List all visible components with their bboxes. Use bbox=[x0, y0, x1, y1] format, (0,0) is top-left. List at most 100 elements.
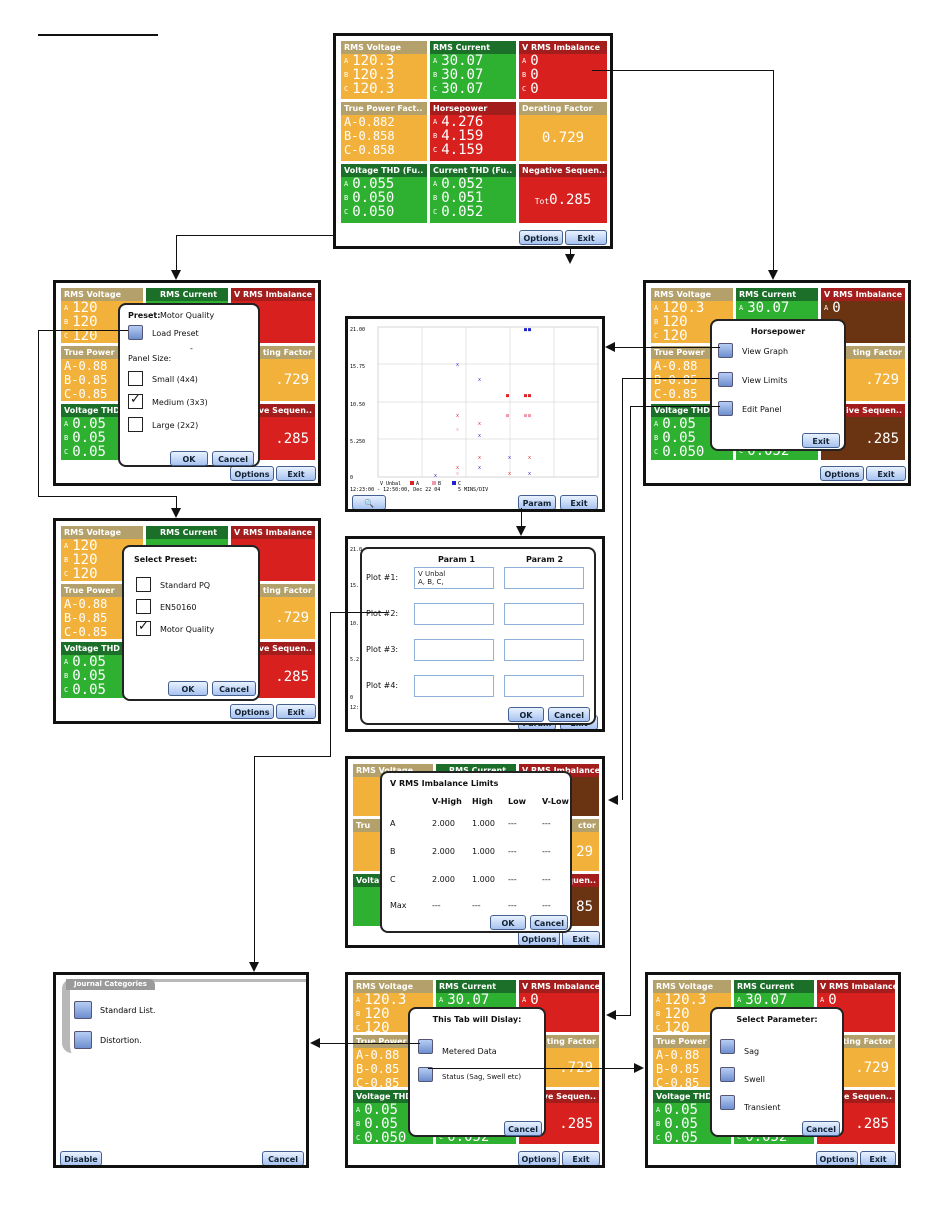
journal-tab-frame bbox=[62, 979, 306, 1053]
limit-value[interactable]: --- bbox=[542, 875, 551, 884]
standard-list-button[interactable] bbox=[74, 1001, 92, 1019]
cancel-button[interactable]: Cancel bbox=[802, 1121, 840, 1136]
metered-data-button[interactable] bbox=[418, 1039, 433, 1054]
svg-text:x: x bbox=[508, 471, 511, 477]
view-limits-button[interactable] bbox=[718, 372, 733, 387]
tile-rms-current[interactable]: RMS Current A 30.07 B 30.07 C 30.07 bbox=[429, 40, 517, 100]
size-small-checkbox[interactable] bbox=[128, 371, 143, 386]
swell-button[interactable] bbox=[720, 1067, 735, 1082]
tab-display-dialog: This Tab will Dislay: Metered Data Statu… bbox=[408, 1007, 546, 1137]
exit-button[interactable]: Exit bbox=[802, 433, 840, 448]
load-preset-button[interactable] bbox=[128, 325, 143, 340]
select-parameter-title: Select Parameter: bbox=[736, 1015, 818, 1024]
connector-line bbox=[254, 756, 331, 757]
limit-value[interactable]: --- bbox=[508, 875, 517, 884]
plot3-param1-field[interactable] bbox=[414, 639, 494, 661]
col-header: Low bbox=[508, 797, 526, 806]
limit-value[interactable]: --- bbox=[542, 847, 551, 856]
cancel-button[interactable]: Cancel bbox=[262, 1151, 304, 1165]
limit-value[interactable]: 2.000 bbox=[432, 847, 455, 856]
limit-value[interactable]: 2.000 bbox=[432, 819, 455, 828]
exit-button: Exit bbox=[562, 931, 600, 945]
limit-value[interactable]: 1.000 bbox=[472, 819, 495, 828]
tile-derating-factor[interactable]: Derating Factor 0.729 bbox=[518, 101, 608, 162]
row-label: Max bbox=[390, 901, 407, 910]
limit-value[interactable]: --- bbox=[508, 819, 517, 828]
limit-value[interactable]: 1.000 bbox=[472, 875, 495, 884]
en50160-checkbox[interactable] bbox=[136, 599, 151, 614]
exit-button[interactable]: Exit bbox=[565, 230, 607, 245]
cancel-button[interactable]: Cancel bbox=[548, 707, 590, 722]
limit-value[interactable]: --- bbox=[508, 901, 517, 910]
connector-line bbox=[176, 235, 177, 271]
exit-button[interactable]: Exit bbox=[560, 495, 598, 509]
status-button[interactable] bbox=[418, 1067, 433, 1082]
plot1-param2-field[interactable] bbox=[504, 567, 584, 589]
param-button[interactable]: Param bbox=[518, 495, 556, 509]
plot3-param2-field[interactable] bbox=[504, 639, 584, 661]
limit-value[interactable]: --- bbox=[542, 901, 551, 910]
legend-a: A bbox=[416, 481, 419, 487]
limit-value[interactable]: --- bbox=[472, 901, 481, 910]
plot4-label: Plot #4: bbox=[366, 681, 399, 690]
options-button: Options bbox=[820, 466, 864, 481]
tile-rms-voltage[interactable]: RMS Voltage A 120.3 B 120.3 C 120.3 bbox=[340, 40, 428, 100]
cancel-button[interactable]: Cancel bbox=[530, 915, 568, 930]
y-tick-label: 10.50 bbox=[350, 402, 365, 408]
plot2-param2-field[interactable] bbox=[504, 603, 584, 625]
tile-negative-sequence[interactable]: Negative Sequen.. Tot0.285 bbox=[518, 163, 608, 224]
tile-voltage-thd[interactable]: Voltage THD (Fu.. A 0.055 B 0.050 C 0.050 bbox=[340, 163, 428, 224]
limit-value[interactable]: 1.000 bbox=[472, 847, 495, 856]
zoom-button[interactable]: 🔍 bbox=[352, 495, 386, 509]
plot1-label: Plot #1: bbox=[366, 573, 399, 582]
cancel-button[interactable]: Cancel bbox=[212, 681, 256, 696]
plot1-param1-field[interactable]: V Unbal A, B, C, bbox=[414, 567, 494, 589]
ok-button[interactable]: OK bbox=[168, 681, 208, 696]
size-large-checkbox[interactable] bbox=[128, 417, 143, 432]
plot2-param1-field[interactable] bbox=[414, 603, 494, 625]
size-medium-label: Medium (3x3) bbox=[152, 398, 208, 407]
options-button[interactable]: Options bbox=[519, 230, 563, 245]
col-header: V-High bbox=[432, 797, 462, 806]
options-button: Options bbox=[816, 1151, 858, 1165]
ok-button[interactable]: OK bbox=[170, 451, 208, 466]
svg-text:x: x bbox=[478, 455, 481, 461]
ok-button[interactable]: OK bbox=[508, 707, 544, 722]
limits-dialog: V RMS Imbalance Limits V-High High Low V… bbox=[380, 771, 572, 933]
motor-quality-checkbox[interactable]: ✓ bbox=[136, 619, 151, 636]
ok-button[interactable]: OK bbox=[490, 915, 526, 930]
limit-value[interactable]: --- bbox=[542, 819, 551, 828]
col-header: V-Low bbox=[542, 797, 569, 806]
svg-text:■: ■ bbox=[528, 327, 531, 333]
cancel-button[interactable]: Cancel bbox=[504, 1121, 542, 1136]
tile-title: RMS Voltage bbox=[341, 41, 427, 54]
y-tick-label: 0 bbox=[350, 475, 353, 481]
connector-line bbox=[176, 496, 177, 508]
arrow-left-icon bbox=[606, 1010, 616, 1020]
transient-button[interactable] bbox=[720, 1095, 735, 1110]
disable-button[interactable]: Disable bbox=[60, 1151, 102, 1165]
arrow-down-icon bbox=[171, 270, 181, 280]
plot4-param2-field[interactable] bbox=[504, 675, 584, 697]
tile-horsepower[interactable]: Horsepower A 4.276 B 4.159 C 4.159 bbox=[429, 101, 517, 162]
size-medium-checkbox[interactable]: ✓ bbox=[128, 392, 143, 409]
edit-panel-label: Edit Panel bbox=[742, 405, 782, 414]
view-limits-label: View Limits bbox=[742, 376, 788, 385]
limit-value[interactable]: 2.000 bbox=[432, 875, 455, 884]
tile-current-thd[interactable]: Current THD (Fu.. A 0.052 B 0.051 C 0.052 bbox=[429, 163, 517, 224]
view-graph-button[interactable] bbox=[718, 343, 733, 358]
sag-button[interactable] bbox=[720, 1039, 735, 1054]
plot4-param1-field[interactable] bbox=[414, 675, 494, 697]
limit-value[interactable]: --- bbox=[508, 847, 517, 856]
limit-value[interactable]: --- bbox=[432, 901, 441, 910]
svg-text:x: x bbox=[478, 433, 481, 439]
bg-tick: 10. bbox=[350, 621, 360, 627]
horsepower-dialog: Horsepower View Graph View Limits Edit P… bbox=[710, 319, 846, 451]
edit-panel-button[interactable] bbox=[718, 401, 733, 416]
cancel-button[interactable]: Cancel bbox=[212, 451, 254, 466]
options-button: Options bbox=[230, 704, 274, 719]
standard-pq-checkbox[interactable] bbox=[136, 577, 151, 592]
tile-title: Horsepower bbox=[430, 102, 516, 115]
distortion-button[interactable] bbox=[74, 1031, 92, 1049]
tile-true-power-factor[interactable]: True Power Fact.. A-0.882 B-0.858 C-0.858 bbox=[340, 101, 428, 162]
